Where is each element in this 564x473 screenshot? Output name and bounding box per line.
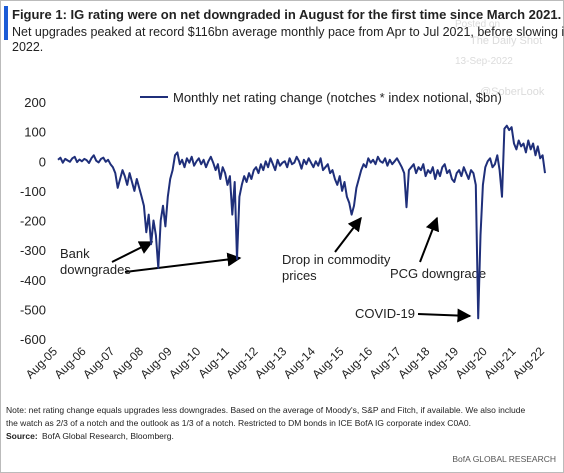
title-bar: [4, 6, 8, 40]
arrow: [111, 241, 154, 263]
line-series: [57, 124, 546, 320]
y-tick-label: 0: [39, 154, 46, 169]
arrows: [111, 216, 472, 323]
footer: BofA GLOBAL RESEARCH: [452, 454, 556, 464]
arrow: [419, 216, 439, 263]
annotation: Bank: [60, 246, 90, 261]
annotation: Drop in commodity: [282, 252, 391, 267]
legend-label: Monthly net rating change (notches * ind…: [173, 90, 502, 105]
annotation: PCG downgrade: [390, 266, 486, 281]
watermark-text: @SoberLook: [480, 86, 545, 98]
subtitle: Net upgrades peaked at record $116bn ave…: [12, 25, 564, 39]
y-tick-label: -500: [20, 302, 46, 317]
y-tick-label: -100: [20, 184, 46, 199]
chart-title: Figure 1: IG rating were on net downgrad…: [12, 7, 561, 22]
watermark-text: The Daily Shot: [470, 35, 542, 47]
note: Note: net rating change equals upgrades …: [6, 405, 525, 415]
watermark-text: 13-Sep-2022: [455, 56, 513, 67]
y-tick-label: -400: [20, 273, 46, 288]
arrow: [417, 308, 472, 323]
source-label: Source:: [6, 431, 38, 441]
annotation: prices: [282, 268, 317, 283]
subtitle: 2022.: [12, 40, 43, 54]
annotation: downgrades: [60, 262, 131, 277]
y-tick-label: 200: [24, 95, 46, 110]
watermark-text: Posted on: [455, 19, 500, 30]
arrow: [334, 216, 362, 253]
arrow: [124, 252, 242, 273]
source: BofA Global Research, Bloomberg.: [42, 431, 174, 441]
y-tick-label: -600: [20, 332, 46, 347]
y-tick-label: -200: [20, 214, 46, 229]
annotation: COVID-19: [355, 306, 415, 321]
watermark: Posted on The Daily Shot 13-Sep-2022 @So…: [455, 19, 545, 98]
y-tick-label: -300: [20, 243, 46, 258]
note: the watch as 2/3 of a notch and the outl…: [6, 418, 471, 428]
y-tick-label: 100: [24, 125, 46, 140]
